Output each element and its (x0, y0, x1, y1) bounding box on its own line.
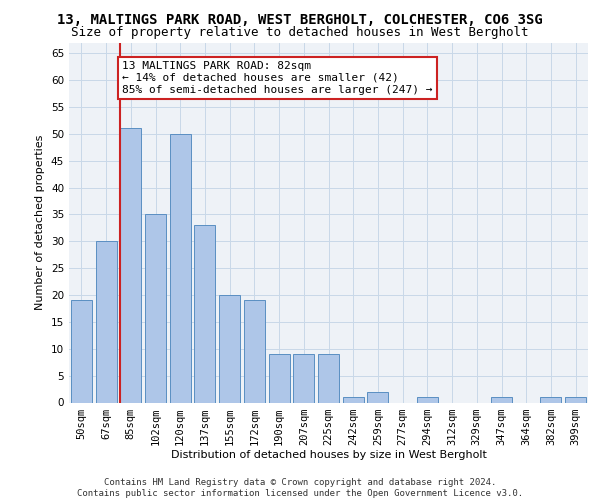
Bar (244, 300, 265, 402)
Text: 13 MALTINGS PARK ROAD: 82sqm
← 14% of detached houses are smaller (42)
85% of se: 13 MALTINGS PARK ROAD: 82sqm ← 14% of de… (122, 62, 433, 94)
X-axis label: Distribution of detached houses by size in West Bergholt: Distribution of detached houses by size … (170, 450, 487, 460)
Text: Contains HM Land Registry data © Crown copyright and database right 2024.
Contai: Contains HM Land Registry data © Crown c… (77, 478, 523, 498)
Bar (194, 225, 215, 402)
Bar (219, 295, 240, 403)
Bar (367, 392, 388, 402)
Bar (95, 242, 116, 402)
Bar (71, 300, 92, 402)
Bar (293, 354, 314, 403)
Bar (318, 354, 339, 403)
Bar (565, 397, 586, 402)
Bar (170, 134, 191, 402)
Bar (145, 214, 166, 402)
Bar (417, 397, 438, 402)
Bar (541, 397, 562, 402)
Bar (269, 354, 290, 403)
Y-axis label: Number of detached properties: Number of detached properties (35, 135, 46, 310)
Text: 13, MALTINGS PARK ROAD, WEST BERGHOLT, COLCHESTER, CO6 3SG: 13, MALTINGS PARK ROAD, WEST BERGHOLT, C… (57, 12, 543, 26)
Text: Size of property relative to detached houses in West Bergholt: Size of property relative to detached ho… (71, 26, 529, 39)
Bar (343, 397, 364, 402)
Bar (120, 128, 141, 402)
Bar (491, 397, 512, 402)
